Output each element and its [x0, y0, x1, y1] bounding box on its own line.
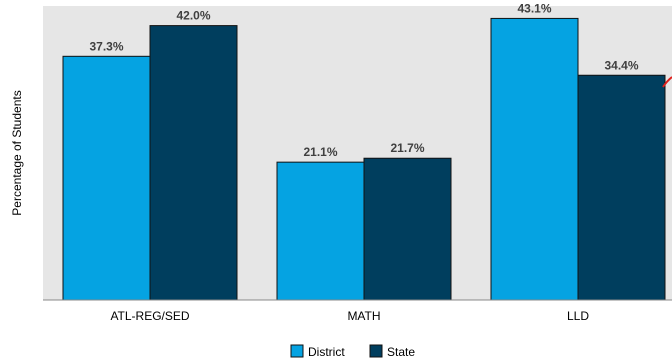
data-label-state-0: 42.0% [176, 9, 210, 23]
bar-state-1 [363, 157, 452, 301]
bars-group [62, 17, 666, 301]
bar-district-2 [490, 17, 579, 301]
x-tick-label-2: LLD [567, 309, 589, 323]
data-label-district-0: 37.3% [89, 39, 123, 53]
bar-district-1 [276, 161, 365, 301]
x-tick-labels: ATL-REG/SED MATH LLD [110, 309, 589, 323]
data-label-district-1: 21.1% [303, 145, 337, 159]
legend-label-state: State [387, 345, 415, 359]
data-label-state-1: 21.7% [390, 141, 424, 155]
x-tick-label-1: MATH [347, 309, 380, 323]
data-labels-group: 37.3% 42.0% 21.1% 21.7% 43.1% 34.4% [89, 1, 638, 159]
data-label-state-2: 34.4% [604, 58, 638, 72]
y-axis-title: Percentage of Students [10, 90, 24, 215]
data-label-district-2: 43.1% [517, 1, 551, 15]
bar-state-0 [149, 25, 238, 301]
legend-label-district: District [308, 345, 345, 359]
stray-red-mark [662, 76, 672, 88]
legend-swatch-district [290, 344, 304, 358]
legend-swatch-state [369, 344, 383, 358]
bar-state-2 [577, 74, 666, 301]
x-tick-label-0: ATL-REG/SED [110, 309, 189, 323]
legend: District State [290, 344, 415, 359]
bar-district-0 [62, 55, 151, 301]
